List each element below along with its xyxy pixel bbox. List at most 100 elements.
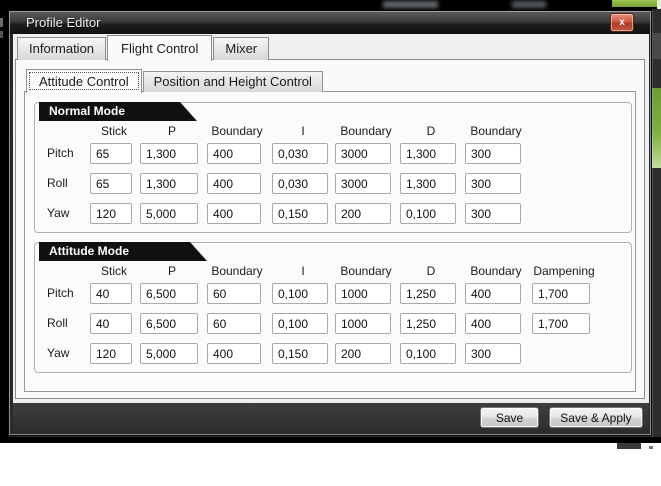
row-label-pitch: Pitch <box>47 146 74 160</box>
row-label-yaw: Yaw <box>47 346 70 360</box>
normal-mode-roll-p-1-input[interactable] <box>140 173 198 194</box>
attitude-mode-pitch-boundary-2-input[interactable] <box>207 283 261 304</box>
background-green-block <box>652 88 661 168</box>
column-header-stick-0: Stick <box>100 264 127 278</box>
background-right-panel <box>652 9 661 437</box>
attitude-mode-roll-d-5-input[interactable] <box>400 313 456 334</box>
attitude-mode-yaw-boundary-2-input[interactable] <box>207 343 261 364</box>
close-icon: x <box>619 16 625 28</box>
attitude-mode-roll-p-1-input[interactable] <box>140 313 198 334</box>
column-header-d-5: D <box>426 124 436 138</box>
normal-mode-pitch-d-5-input[interactable] <box>400 143 456 164</box>
background-blur-text <box>383 1 438 8</box>
column-header-boundary-2: Boundary <box>211 124 263 138</box>
param-row-roll: Roll <box>35 313 631 335</box>
attitude-mode-roll-stick-0-input[interactable] <box>90 313 132 334</box>
attitude-mode-pitch-stick-0-input[interactable] <box>90 283 132 304</box>
sub-tabbar: Attitude Control Position and Height Cont… <box>26 67 324 93</box>
attitude-mode-yaw-p-1-input[interactable] <box>140 343 198 364</box>
attitude-mode-pitch-boundary-4-input[interactable] <box>335 283 391 304</box>
background-blur-text <box>512 1 546 8</box>
normal-mode-pitch-boundary-2-input[interactable] <box>207 143 261 164</box>
tab-mixer[interactable]: Mixer <box>213 37 270 60</box>
background-left-mark <box>0 18 3 27</box>
normal-mode-yaw-boundary-2-input[interactable] <box>207 203 261 224</box>
subtab-attitude-control[interactable]: Attitude Control <box>26 69 142 93</box>
normal-mode-roll-boundary-2-input[interactable] <box>207 173 261 194</box>
attitude-control-page: Normal Mode Stick P Boundary I Boundary D Bound… <box>24 91 636 392</box>
column-header-boundary-4: Boundary <box>340 124 392 138</box>
column-header-stick-0: Stick <box>100 124 127 138</box>
attitude-mode-yaw-stick-0-input[interactable] <box>90 343 132 364</box>
attitude-mode-yaw-d-5-input[interactable] <box>400 343 456 364</box>
normal-mode-yaw-stick-0-input[interactable] <box>90 203 132 224</box>
row-label-yaw: Yaw <box>47 206 70 220</box>
background-corner <box>657 0 661 9</box>
background-bottom-dot <box>649 446 653 449</box>
row-label-pitch: Pitch <box>47 286 74 300</box>
normal-mode-pitch-boundary-6-input[interactable] <box>465 143 521 164</box>
profile-editor-window: Profile Editor x Information Flight Contr… <box>8 10 652 436</box>
attitude-mode-roll-boundary-6-input[interactable] <box>465 313 521 334</box>
normal-mode-roll-boundary-6-input[interactable] <box>465 173 521 194</box>
normal-mode-pitch-stick-0-input[interactable] <box>90 143 132 164</box>
attitude-mode-pitch-p-1-input[interactable] <box>140 283 198 304</box>
column-header-i-3: I <box>301 124 305 138</box>
attitude-mode-yaw-boundary-6-input[interactable] <box>465 343 521 364</box>
normal-mode-yaw-i-3-input[interactable] <box>272 203 328 224</box>
column-header-p-1: P <box>167 264 176 278</box>
save-apply-button[interactable]: Save & Apply <box>549 407 643 428</box>
attitude-mode-header: Attitude Mode <box>39 242 207 261</box>
column-header-boundary-6: Boundary <box>470 264 522 278</box>
flight-control-page: Attitude Control Position and Height Cont… <box>15 59 645 399</box>
attitude-mode-roll-i-3-input[interactable] <box>272 313 328 334</box>
tab-information[interactable]: Information <box>17 37 107 60</box>
attitude-mode-yaw-boundary-4-input[interactable] <box>335 343 391 364</box>
column-header-d-5: D <box>426 264 436 278</box>
column-header-p-1: P <box>167 124 176 138</box>
attitude-mode-pitch-boundary-6-input[interactable] <box>465 283 521 304</box>
normal-mode-yaw-p-1-input[interactable] <box>140 203 198 224</box>
normal-mode-roll-i-3-input[interactable] <box>272 173 328 194</box>
attitude-mode-pitch-i-3-input[interactable] <box>272 283 328 304</box>
normal-mode-groupbox: Normal Mode Stick P Boundary I Boundary D Bound… <box>34 102 632 233</box>
titlebar[interactable]: Profile Editor x <box>10 12 650 34</box>
row-label-roll: Roll <box>47 176 68 190</box>
column-header-dampening-7: Dampening <box>533 264 595 278</box>
param-row-roll: Roll <box>35 173 631 195</box>
dialog-client: Information Flight Control Mixer Attitude … <box>13 34 649 433</box>
normal-mode-roll-boundary-4-input[interactable] <box>335 173 391 194</box>
column-header-row: Stick P Boundary I Boundary D Boundary Dampenin… <box>35 264 631 280</box>
normal-mode-roll-stick-0-input[interactable] <box>90 173 132 194</box>
attitude-mode-groupbox: Attitude Mode Stick P Boundary I Boundary D Bou… <box>34 242 632 373</box>
attitude-mode-pitch-d-5-input[interactable] <box>400 283 456 304</box>
normal-mode-pitch-p-1-input[interactable] <box>140 143 198 164</box>
attitude-mode-pitch-dampening-7-input[interactable] <box>532 283 590 304</box>
window-title: Profile Editor <box>26 15 101 30</box>
tab-flight-control[interactable]: Flight Control <box>107 35 213 61</box>
normal-mode-yaw-boundary-4-input[interactable] <box>335 203 391 224</box>
column-header-boundary-2: Boundary <box>211 264 263 278</box>
footer-bar: Save Save & Apply <box>13 401 649 433</box>
param-row-yaw: Yaw <box>35 203 631 225</box>
normal-mode-yaw-boundary-6-input[interactable] <box>465 203 521 224</box>
column-header-row: Stick P Boundary I Boundary D Boundary <box>35 124 631 140</box>
normal-mode-pitch-i-3-input[interactable] <box>272 143 328 164</box>
column-header-boundary-4: Boundary <box>340 264 392 278</box>
attitude-mode-roll-boundary-4-input[interactable] <box>335 313 391 334</box>
normal-mode-pitch-boundary-4-input[interactable] <box>335 143 391 164</box>
subtab-position-and-height-control[interactable]: Position and Height Control <box>142 71 323 92</box>
normal-mode-roll-d-5-input[interactable] <box>400 173 456 194</box>
save-button[interactable]: Save <box>480 407 539 428</box>
normal-mode-header: Normal Mode <box>39 102 197 121</box>
close-button[interactable]: x <box>610 13 634 32</box>
attitude-mode-roll-dampening-7-input[interactable] <box>532 313 590 334</box>
column-header-i-3: I <box>301 264 305 278</box>
background-green-strip <box>612 0 657 7</box>
param-row-pitch: Pitch <box>35 143 631 165</box>
background-bottom-notch <box>617 443 641 449</box>
normal-mode-yaw-d-5-input[interactable] <box>400 203 456 224</box>
attitude-mode-yaw-i-3-input[interactable] <box>272 343 328 364</box>
attitude-mode-roll-boundary-2-input[interactable] <box>207 313 261 334</box>
